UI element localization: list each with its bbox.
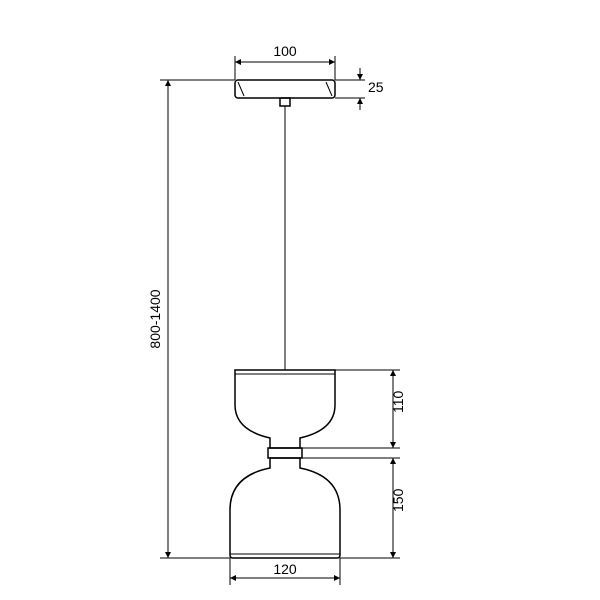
upper-shade <box>235 370 335 448</box>
dim-bottom-width: 120 <box>230 558 340 585</box>
dim-top-width: 100 <box>235 43 335 80</box>
dim-upper-shade-label: 110 <box>390 390 406 413</box>
dim-lower-shade-label: 150 <box>390 488 406 512</box>
dim-upper-shade-height: 110 <box>302 370 406 448</box>
dim-bottom-width-label: 120 <box>273 561 297 577</box>
pendant-lamp-diagram: 100 25 800-1400 110 150 120 <box>0 0 600 600</box>
ceiling-canopy <box>235 80 335 98</box>
dim-canopy-height-label: 25 <box>368 79 384 95</box>
connector-ring <box>268 448 302 458</box>
lower-shade <box>230 458 340 558</box>
dim-top-width-label: 100 <box>273 43 297 59</box>
dim-total-height: 800-1400 <box>147 80 235 558</box>
cord-grip <box>280 98 290 106</box>
dim-canopy-height: 25 <box>335 68 384 110</box>
dim-total-height-label: 800-1400 <box>147 289 163 348</box>
